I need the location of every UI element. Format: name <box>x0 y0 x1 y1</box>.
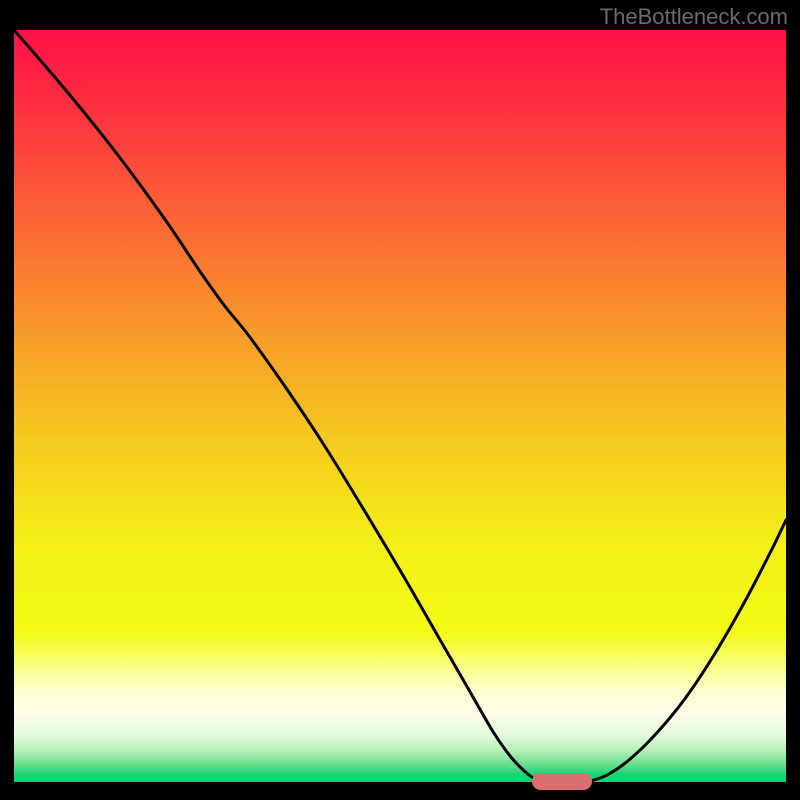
plot-area <box>14 30 786 782</box>
curve-path <box>14 30 786 782</box>
watermark-text: TheBottleneck.com <box>600 4 788 30</box>
minimum-marker <box>532 773 592 790</box>
chart-container: TheBottleneck.com <box>0 0 800 800</box>
curve-svg <box>14 30 786 782</box>
